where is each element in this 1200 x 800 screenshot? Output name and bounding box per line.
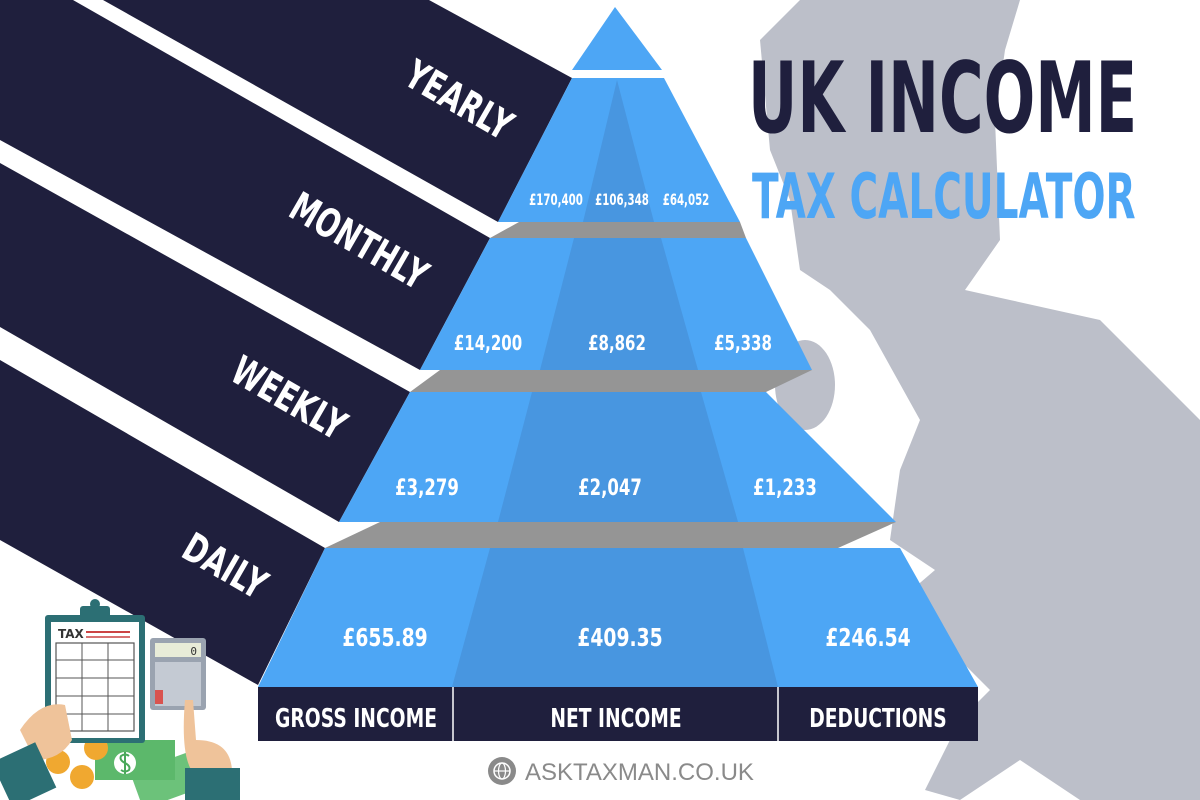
band-daily: [0, 360, 325, 685]
monthly-deductions: £5,338: [714, 333, 772, 356]
column-deductions: DEDUCTIONS: [809, 704, 947, 734]
slab: [410, 370, 812, 392]
monthly-gross: £14,200: [454, 333, 522, 356]
band-weekly: [0, 163, 410, 522]
coin-icon: [70, 765, 94, 789]
daily-net: £409.35: [577, 623, 662, 652]
tax-illustration: TAX 0: [0, 599, 240, 800]
daily-deductions: £246.54: [825, 623, 910, 652]
pyramid-cap: [572, 7, 662, 70]
yearly-net: £106,348: [595, 192, 649, 210]
title-line-2: TAX CALCULATOR: [752, 162, 1136, 234]
weekly-net: £2,047: [578, 475, 642, 501]
slab: [490, 222, 746, 238]
dollar-icon: [119, 752, 131, 774]
globe-icon: [488, 757, 516, 785]
clipboard-text: TAX: [58, 627, 85, 641]
monthly-net: £8,862: [588, 333, 646, 356]
clipboard-icon: TAX: [45, 599, 145, 743]
weekly-deductions: £1,233: [753, 475, 817, 501]
band-monthly: [0, 0, 490, 370]
values: £170,400 £106,348 £64,052 £14,200 £8,862…: [342, 192, 910, 653]
footer: ASKTAXMAN.CO.UK: [488, 757, 754, 786]
band-yearly: [103, 0, 572, 222]
column-gross-income: GROSS INCOME: [275, 704, 437, 734]
calculator-display: 0: [190, 645, 197, 658]
yearly-gross: £170,400: [529, 192, 583, 210]
right-hand: [183, 700, 232, 775]
weekly-gross: £3,279: [395, 475, 459, 501]
calculator-icon: 0: [150, 638, 206, 710]
slab: [325, 522, 896, 548]
column-header-bar: GROSS INCOME NET INCOME DEDUCTIONS: [258, 687, 978, 741]
daily-gross: £655.89: [342, 623, 427, 652]
column-net-income: NET INCOME: [550, 704, 681, 734]
yearly-deductions: £64,052: [663, 192, 710, 210]
title-line-1: UK INCOME: [748, 42, 1137, 156]
page-title: UK INCOME TAX CALCULATOR: [748, 42, 1137, 234]
pyramid: [258, 7, 978, 687]
website-link[interactable]: ASKTAXMAN.CO.UK: [525, 759, 754, 786]
